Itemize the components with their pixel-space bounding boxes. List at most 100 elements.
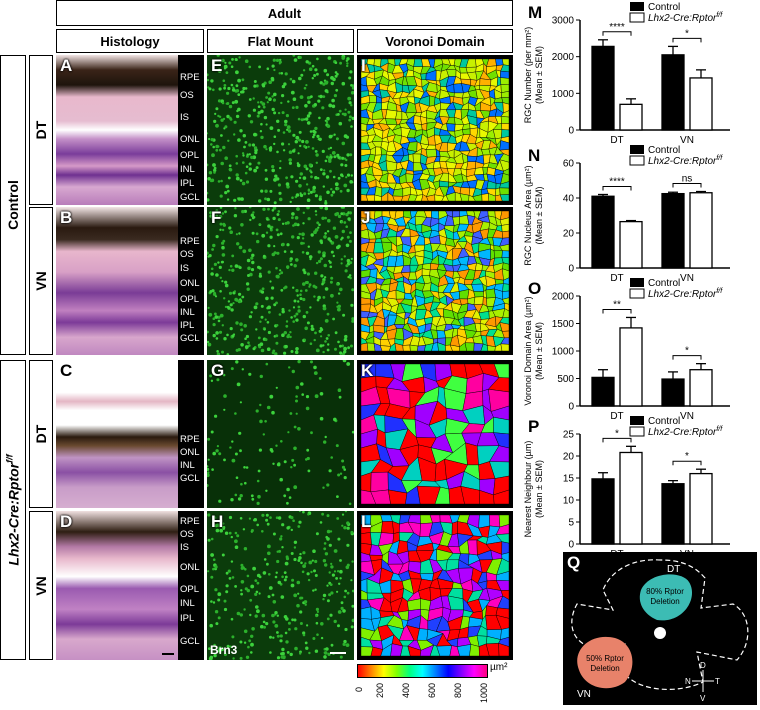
voronoi-cell (412, 153, 422, 164)
cell-dot (250, 651, 253, 654)
cell-dot (278, 272, 281, 276)
cell-dot (294, 216, 299, 220)
histology-panel-c: RPE ONL INL GCL C (56, 360, 204, 508)
cell-dot (279, 639, 283, 643)
cell-dot (282, 149, 286, 152)
bar-charts: M ControlLhx2-Cre:Rptorf/f0100020003000RG… (523, 2, 730, 552)
x-tick-label: DT (610, 411, 623, 422)
cell-dot (272, 620, 276, 624)
cell-dot (242, 86, 246, 91)
cell-dot (335, 88, 339, 92)
cell-dot (246, 258, 251, 263)
cell-dot (205, 163, 209, 167)
cell-dot (295, 135, 300, 140)
cell-dot (292, 286, 295, 289)
cell-dot (307, 513, 310, 516)
cell-dot (292, 97, 297, 101)
sig-label: **** (609, 177, 625, 188)
voronoi-cell (425, 148, 437, 158)
cell-dot (350, 174, 353, 177)
layer-labels: RPE OS IS ONL OPL INL IPL GCL (178, 511, 204, 660)
cell-dot (221, 245, 225, 250)
cell-dot (215, 331, 219, 335)
cell-dot (237, 497, 242, 501)
cell-dot (275, 444, 278, 447)
cell-dot (290, 175, 294, 179)
cell-dot (350, 530, 354, 534)
voronoi-cell (501, 224, 510, 233)
cell-dot (336, 301, 339, 304)
cell-dot (206, 467, 210, 471)
cell-dot (329, 146, 333, 150)
cell-dot (207, 306, 210, 309)
cell-dot (305, 117, 309, 121)
cell-dot (319, 416, 324, 421)
cell-dot (263, 115, 268, 120)
cell-dot (346, 188, 350, 193)
cell-dot (303, 145, 306, 148)
cell-dot (337, 340, 340, 344)
bar (689, 369, 713, 407)
cell-dot (224, 156, 228, 160)
cell-dot (323, 263, 328, 268)
cell-dot (248, 315, 252, 319)
cell-dot (310, 327, 315, 331)
cell-dot (292, 224, 295, 227)
cell-dot (311, 77, 314, 80)
cell-dot (330, 293, 334, 298)
cell-dot (223, 599, 227, 603)
cell-dot (250, 584, 255, 589)
cell-dot (271, 107, 275, 112)
cell-dot (210, 79, 214, 83)
cell-dot (306, 205, 310, 210)
cell-dot (314, 285, 318, 289)
cell-dot (307, 217, 311, 221)
cell-dot (223, 84, 227, 87)
cell-dot (318, 197, 322, 201)
cell-dot (210, 379, 214, 382)
cell-dot (351, 181, 354, 184)
cell-dot (269, 280, 272, 283)
cell-dot (297, 525, 301, 528)
cell-dot (217, 592, 222, 597)
cell-dot (266, 347, 271, 351)
panel-letter-h: H (211, 512, 224, 531)
cell-dot (294, 350, 299, 355)
cell-dot (343, 639, 347, 644)
cell-dot (350, 625, 354, 629)
cell-dot (223, 337, 227, 341)
cell-dot (293, 618, 297, 622)
cell-dot (348, 211, 352, 215)
cell-dot (238, 56, 241, 59)
cell-dot (221, 350, 224, 354)
cell-dot (266, 562, 269, 566)
cell-dot (219, 276, 222, 279)
cell-dot (290, 263, 293, 266)
panel-letter-e: E (211, 56, 223, 75)
colorbar-tick: 200 (375, 682, 385, 698)
cell-dot (210, 138, 214, 142)
cell-dot (326, 584, 329, 587)
voronoi-cell (392, 188, 404, 197)
voronoi-cells (360, 363, 510, 505)
cell-dot (213, 653, 217, 658)
cell-dot (314, 649, 319, 653)
cell-dot (238, 245, 243, 250)
cell-dot (248, 372, 252, 376)
cell-dot (302, 242, 305, 245)
cell-dot (298, 56, 302, 59)
cell-dot (260, 109, 264, 114)
voronoi-cell (473, 296, 484, 305)
cell-dot (340, 258, 343, 261)
cell-dot (207, 538, 211, 542)
cell-dot (351, 430, 355, 434)
y-tick-label: 60 (563, 159, 575, 170)
cell-dot (205, 73, 209, 77)
cell-dot (234, 531, 238, 535)
cell-dot (214, 315, 219, 319)
cell-dot (337, 214, 342, 219)
cell-dot (334, 71, 338, 74)
cell-dot (305, 60, 309, 64)
cell-dot (254, 614, 258, 618)
